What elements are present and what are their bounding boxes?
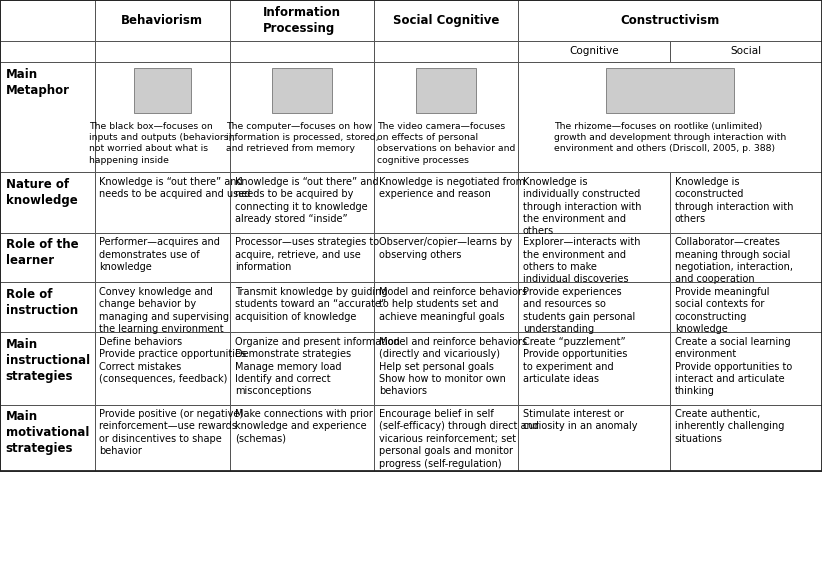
Text: Stimulate interest or
curiosity in an anomaly: Stimulate interest or curiosity in an an… — [523, 409, 637, 432]
Bar — [374, 332, 518, 405]
Bar — [606, 68, 734, 113]
Bar — [230, 0, 374, 41]
Bar — [0, 405, 95, 471]
Bar — [230, 233, 374, 282]
Text: Behaviorism: Behaviorism — [122, 14, 203, 27]
Bar — [518, 0, 822, 41]
Text: Role of
instruction: Role of instruction — [6, 288, 78, 317]
Bar — [374, 41, 518, 62]
Text: Provide positive (or negative)
reinforcement—use rewards
or disincentives to sha: Provide positive (or negative) reinforce… — [99, 409, 243, 457]
Text: Create authentic,
inherently challenging
situations: Create authentic, inherently challenging… — [675, 409, 784, 444]
Bar — [230, 172, 374, 233]
Bar — [670, 282, 822, 332]
Bar — [95, 405, 230, 471]
Text: Social: Social — [731, 46, 761, 57]
Text: Performer—acquires and
demonstrates use of
knowledge: Performer—acquires and demonstrates use … — [99, 237, 220, 272]
Text: Provide meaningful
social contexts for
coconstructing
knowledge: Provide meaningful social contexts for c… — [675, 287, 769, 334]
Bar — [518, 233, 670, 282]
Bar — [374, 62, 518, 172]
Bar — [670, 172, 822, 233]
Text: Knowledge is
coconstructed
through interaction with
others: Knowledge is coconstructed through inter… — [675, 177, 793, 224]
Bar — [670, 233, 822, 282]
Text: Transmit knowledge by guiding
students toward an “accurate”
acquisition of knowl: Transmit knowledge by guiding students t… — [235, 287, 388, 322]
Text: Convey knowledge and
change behavior by
managing and supervising
the learning en: Convey knowledge and change behavior by … — [99, 287, 229, 334]
Bar — [230, 282, 374, 332]
Text: Model and reinforce behaviors
(directly and vicariously)
Help set personal goals: Model and reinforce behaviors (directly … — [379, 337, 527, 396]
Text: Organize and present information
Demonstrate strategies
Manage memory load
Ident: Organize and present information Demonst… — [235, 337, 400, 396]
Text: The computer—focuses on how
information is processed, stored,
and retrieved from: The computer—focuses on how information … — [226, 122, 378, 154]
Bar — [0, 0, 95, 41]
Bar — [230, 405, 374, 471]
Text: Encourage belief in self
(self-efficacy) through direct and
vicarious reinforcem: Encourage belief in self (self-efficacy)… — [379, 409, 538, 468]
Text: Information
Processing: Information Processing — [263, 6, 341, 35]
Bar — [518, 62, 822, 172]
Text: Knowledge is
individually constructed
through interaction with
the environment a: Knowledge is individually constructed th… — [523, 177, 641, 236]
Bar — [0, 0, 822, 471]
Bar — [374, 0, 518, 41]
Bar — [0, 332, 95, 405]
Bar — [374, 405, 518, 471]
Text: Main
motivational
strategies: Main motivational strategies — [6, 410, 89, 455]
Text: Make connections with prior
knowledge and experience
(schemas): Make connections with prior knowledge an… — [235, 409, 373, 444]
Bar — [95, 41, 230, 62]
Text: Provide experiences
and resources so
students gain personal
understanding: Provide experiences and resources so stu… — [523, 287, 635, 334]
Text: Main
instructional
strategies: Main instructional strategies — [6, 338, 90, 383]
Bar — [95, 62, 230, 172]
Text: The rhizome—focuses on rootlike (unlimited)
growth and development through inter: The rhizome—focuses on rootlike (unlimit… — [554, 122, 786, 154]
Bar — [0, 233, 95, 282]
Bar — [518, 332, 670, 405]
Bar — [0, 282, 95, 332]
Bar — [518, 405, 670, 471]
Text: Role of the
learner: Role of the learner — [6, 238, 78, 267]
Bar — [95, 332, 230, 405]
Bar — [670, 405, 822, 471]
Bar — [230, 41, 374, 62]
Bar — [374, 282, 518, 332]
Bar — [374, 233, 518, 282]
Text: The black box—focuses on
inputs and outputs (behaviors);
not worried about what : The black box—focuses on inputs and outp… — [90, 122, 235, 164]
Bar — [0, 172, 95, 233]
Text: Knowledge is “out there” and
needs to be acquired and used: Knowledge is “out there” and needs to be… — [99, 177, 251, 199]
Bar — [230, 62, 374, 172]
Text: Nature of
knowledge: Nature of knowledge — [6, 178, 77, 207]
Bar — [0, 41, 95, 62]
Text: Create a social learning
environment
Provide opportunities to
interact and artic: Create a social learning environment Pro… — [675, 337, 792, 396]
Bar — [670, 332, 822, 405]
Bar — [670, 41, 822, 62]
Bar — [230, 332, 374, 405]
Bar — [272, 68, 332, 113]
Text: The video camera—focuses
on effects of personal
observations on behavior and
cog: The video camera—focuses on effects of p… — [376, 122, 515, 164]
Bar — [518, 41, 670, 62]
Bar — [95, 0, 230, 41]
Text: Collaborator—creates
meaning through social
negotiation, interaction,
and cooper: Collaborator—creates meaning through soc… — [675, 237, 793, 285]
Bar — [416, 68, 476, 113]
Text: Observer/copier—learns by
observing others: Observer/copier—learns by observing othe… — [379, 237, 512, 260]
Bar — [0, 62, 95, 172]
Bar — [95, 172, 230, 233]
Text: Create “puzzlement”
Provide opportunities
to experiment and
articulate ideas: Create “puzzlement” Provide opportunitie… — [523, 337, 627, 384]
Bar — [518, 282, 670, 332]
Text: Knowledge is negotiated from
experience and reason: Knowledge is negotiated from experience … — [379, 177, 525, 199]
Text: Main
Metaphor: Main Metaphor — [6, 68, 70, 97]
Bar — [95, 282, 230, 332]
Text: Social Cognitive: Social Cognitive — [393, 14, 499, 27]
Bar — [134, 68, 191, 113]
Bar — [95, 233, 230, 282]
Text: Processor—uses strategies to
acquire, retrieve, and use
information: Processor—uses strategies to acquire, re… — [235, 237, 379, 272]
Bar — [518, 172, 670, 233]
Text: Explorer—interacts with
the environment and
others to make
individual discoverie: Explorer—interacts with the environment … — [523, 237, 640, 285]
Bar — [374, 172, 518, 233]
Text: Knowledge is “out there” and
needs to be acquired by
connecting it to knowledge
: Knowledge is “out there” and needs to be… — [235, 177, 379, 224]
Text: Define behaviors
Provide practice opportunities
Correct mistakes
(consequences, : Define behaviors Provide practice opport… — [99, 337, 247, 384]
Text: Constructivism: Constructivism — [621, 14, 719, 27]
Text: Cognitive: Cognitive — [569, 46, 619, 57]
Text: Model and reinforce behaviors
to help students set and
achieve meaningful goals: Model and reinforce behaviors to help st… — [379, 287, 527, 322]
